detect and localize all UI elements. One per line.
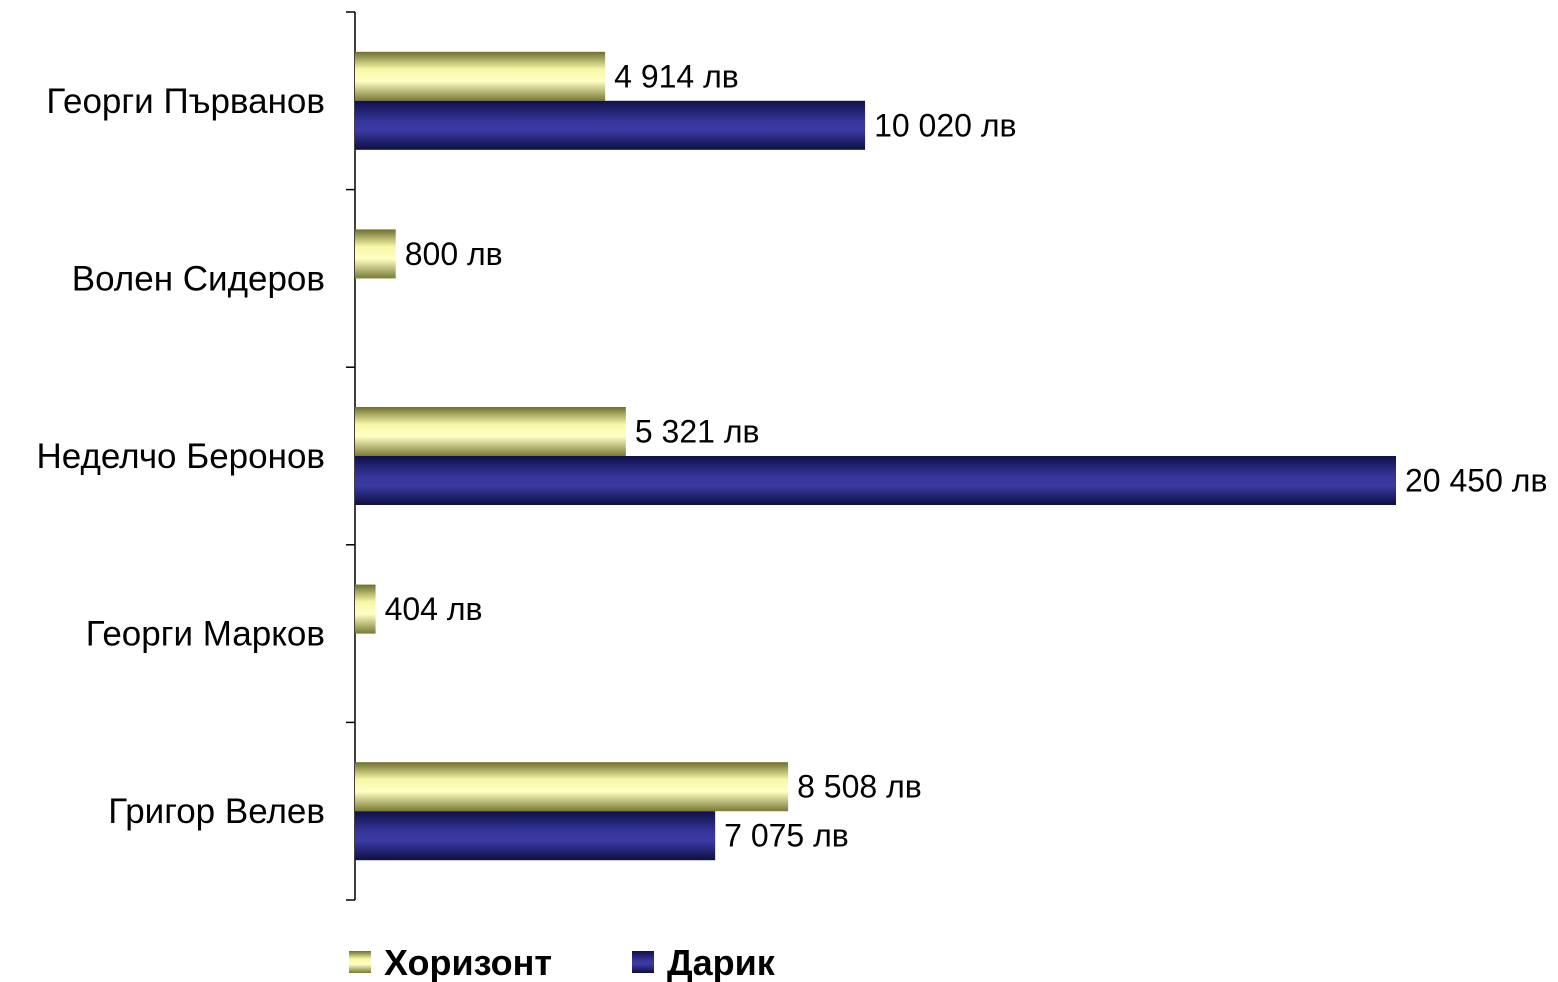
legend-swatch-darik	[632, 951, 654, 973]
category-labels: Георги Първанов Волен Сидеров Неделчо Беро…	[36, 82, 325, 831]
legend: Хоризонт Дарик	[349, 942, 776, 982]
bar-darik	[355, 100, 866, 150]
data-label-horizont: 800 лв	[405, 236, 503, 272]
bar-darik	[355, 456, 1396, 505]
data-label-horizont: 404 лв	[385, 591, 483, 627]
category-label: Георги Първанов	[46, 82, 325, 121]
category-label: Неделчо Беронов	[36, 437, 325, 476]
bar-horizont	[355, 51, 606, 101]
category-label: Волен Сидеров	[72, 259, 325, 298]
data-label-darik: 10 020 лв	[874, 107, 1016, 143]
data-labels: 4 914 лв 10 020 лв 800 лв 5 321 лв 20 450 лв…	[385, 58, 1548, 853]
bar-horizont	[355, 407, 626, 456]
bars	[355, 51, 1396, 861]
data-label-darik: 7 075 лв	[724, 818, 849, 854]
data-label-darik: 20 450 лв	[1405, 463, 1547, 499]
bar-horizont	[355, 229, 396, 279]
bar-horizont	[355, 584, 376, 634]
legend-swatch-horizont	[349, 951, 371, 973]
bar-horizont	[355, 762, 789, 812]
y-axis	[346, 11, 356, 901]
legend-label-darik: Дарик	[667, 942, 776, 982]
bar-darik	[355, 811, 716, 861]
category-label: Георги Марков	[86, 615, 325, 654]
data-label-horizont: 4 914 лв	[614, 58, 739, 94]
legend-label-horizont: Хоризонт	[384, 942, 552, 982]
category-label: Григор Велев	[108, 792, 325, 831]
data-label-horizont: 5 321 лв	[635, 414, 760, 450]
data-label-horizont: 8 508 лв	[797, 769, 922, 805]
